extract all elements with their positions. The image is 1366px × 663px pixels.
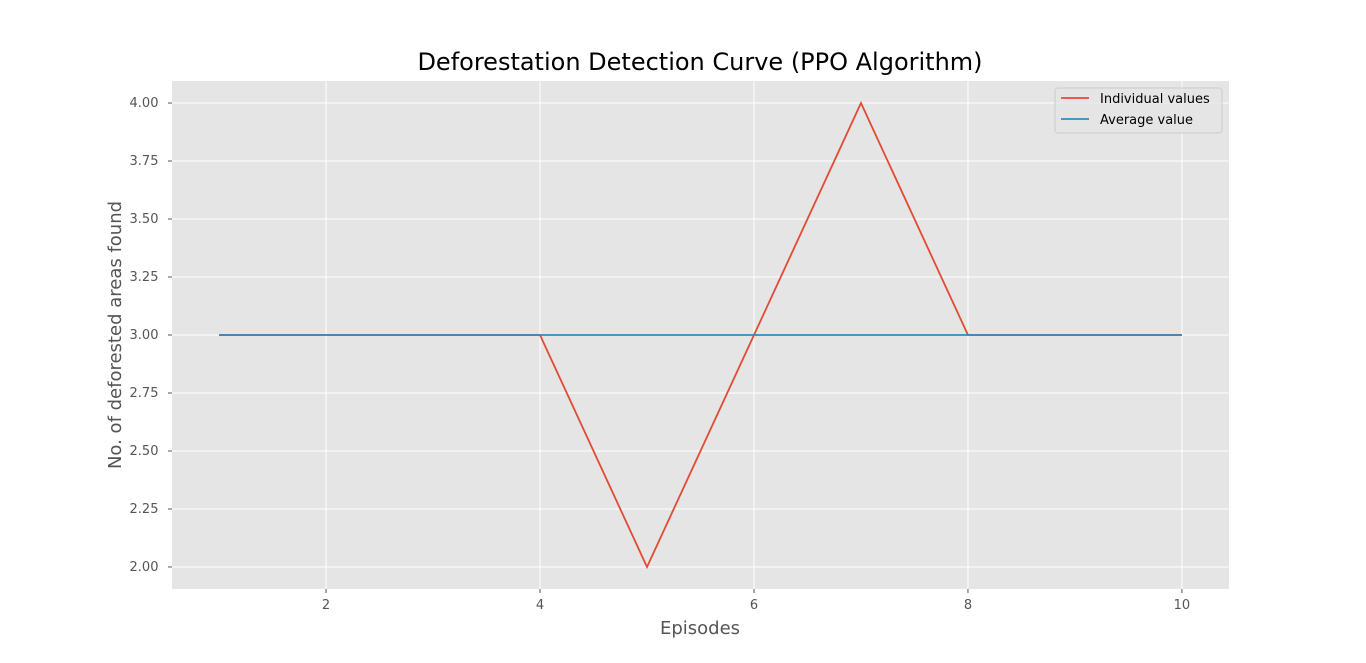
y-tick-label: 3.75 xyxy=(130,154,159,169)
y-tick-label: 4.00 xyxy=(130,96,159,111)
y-tick-label: 3.50 xyxy=(130,212,159,227)
legend-label: Average value xyxy=(1100,113,1193,128)
y-axis-label: No. of deforested areas found xyxy=(105,201,126,469)
tick-labels: 2 4 6 8 10 2.00 2.25 2.50 2.75 3.00 3.25 3.50 3.75 4.… xyxy=(130,96,1191,613)
y-tick-label: 3.25 xyxy=(130,270,159,285)
y-tick-label: 2.25 xyxy=(130,502,159,517)
y-tick-label: 3.00 xyxy=(130,328,159,343)
x-tick-label: 8 xyxy=(964,598,972,613)
legend: Individual values Average value xyxy=(1054,87,1223,134)
x-tick-label: 2 xyxy=(322,598,330,613)
x-tick-label: 10 xyxy=(1174,598,1191,613)
x-tick-label: 6 xyxy=(750,598,758,613)
chart-title: Deforestation Detection Curve (PPO Algor… xyxy=(417,48,982,76)
legend-box xyxy=(1054,87,1223,134)
x-axis-label: Episodes xyxy=(660,618,740,639)
y-tick-label: 2.75 xyxy=(130,386,159,401)
legend-label: Individual values xyxy=(1100,92,1210,107)
y-tick-label: 2.00 xyxy=(130,560,159,575)
x-tick-label: 4 xyxy=(536,598,544,613)
y-tick-label: 2.50 xyxy=(130,444,159,459)
series-layer xyxy=(219,100,1182,570)
